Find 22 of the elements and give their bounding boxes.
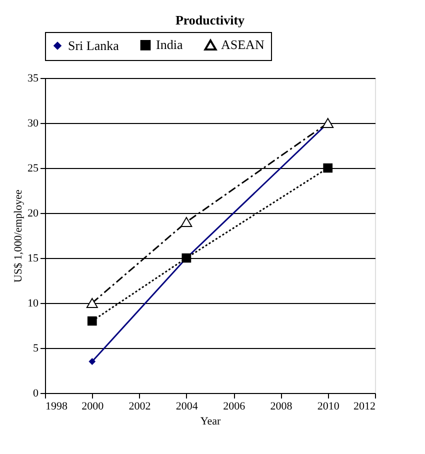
x-tick-label: 2000 bbox=[82, 400, 104, 412]
y-tick-label: 30 bbox=[28, 118, 39, 130]
x-tick-label: 1998 bbox=[46, 400, 68, 412]
x-tick-label: 2004 bbox=[176, 400, 198, 412]
y-tick-label: 35 bbox=[28, 72, 39, 84]
y-tick-label: 10 bbox=[28, 298, 39, 310]
y-tick-label: 20 bbox=[28, 208, 39, 220]
x-tick-label: 2012 bbox=[354, 400, 376, 412]
y-tick-label: 5 bbox=[33, 342, 39, 354]
y-axis-title: US$ 1,000/employee bbox=[12, 189, 24, 282]
x-tick-label: 2008 bbox=[270, 400, 293, 412]
x-tick-label: 2006 bbox=[223, 400, 246, 412]
legend-label: India bbox=[156, 37, 183, 52]
legend-label: Sri Lanka bbox=[68, 38, 120, 53]
x-axis-title: Year bbox=[200, 416, 221, 428]
x-tick-label: 2010 bbox=[317, 400, 340, 412]
chart-title: Productivity bbox=[175, 12, 246, 28]
y-tick-label: 15 bbox=[28, 252, 39, 264]
x-tick-label: 2002 bbox=[128, 400, 151, 412]
y-tick-label: 25 bbox=[28, 162, 39, 174]
y-tick-label: 0 bbox=[33, 388, 39, 400]
legend-label: ASEAN bbox=[221, 36, 265, 52]
